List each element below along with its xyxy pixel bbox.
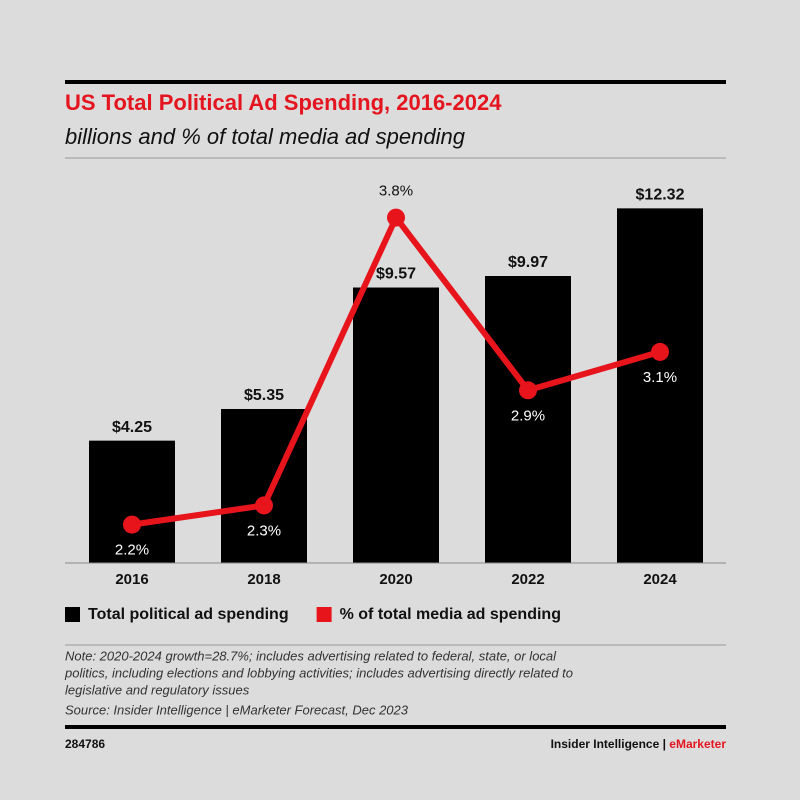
chart-id: 284786 [65,737,105,751]
bar-value-label: $5.35 [244,387,284,404]
x-tick-label: 2018 [247,571,280,588]
brand-text: Insider Intelligence | [551,737,670,751]
bar [617,208,703,564]
line-value-label: 3.1% [643,369,677,386]
line-point [255,496,273,515]
bar [221,408,307,563]
line-value-label: 3.8% [379,183,413,200]
line-value-label: 2.2% [115,542,149,559]
bar [353,287,439,563]
legend-label: Total political ad spending [88,606,289,623]
bar [485,276,571,563]
bar-value-label: $9.57 [376,266,416,283]
line-point [651,342,669,361]
bottom-rule [65,725,726,729]
source: Source: Insider Intelligence | eMarketer… [65,702,409,717]
x-tick-label: 2024 [643,571,677,588]
note: Note: 2020-2024 growth=28.7%; includes a… [65,648,557,663]
legend-swatch [65,607,80,622]
brand-highlight: eMarketer [669,737,726,751]
brand: Insider Intelligence | eMarketer [551,737,727,751]
bar-value-label: $9.97 [508,254,548,271]
legend-label: % of total media ad spending [340,606,561,623]
top-rule [65,80,726,84]
legend-swatch [316,607,332,622]
chart-subtitle: billions and % of total media ad spendin… [65,124,466,149]
bar-value-label: $4.25 [112,419,152,436]
line-point [123,515,141,534]
chart-title: US Total Political Ad Spending, 2016-202… [65,90,502,115]
note: legislative and regulatory issues [65,682,250,697]
x-tick-label: 2016 [115,571,148,588]
x-tick-label: 2022 [511,571,544,588]
note: politics, including elections and lobbyi… [64,665,573,680]
bar [89,440,175,563]
line-point [387,208,405,227]
bar-value-label: $12.32 [636,187,685,204]
line-value-label: 2.9% [511,407,545,424]
line-value-label: 2.3% [247,522,281,539]
line-point [519,381,537,400]
x-tick-label: 2020 [379,571,412,588]
